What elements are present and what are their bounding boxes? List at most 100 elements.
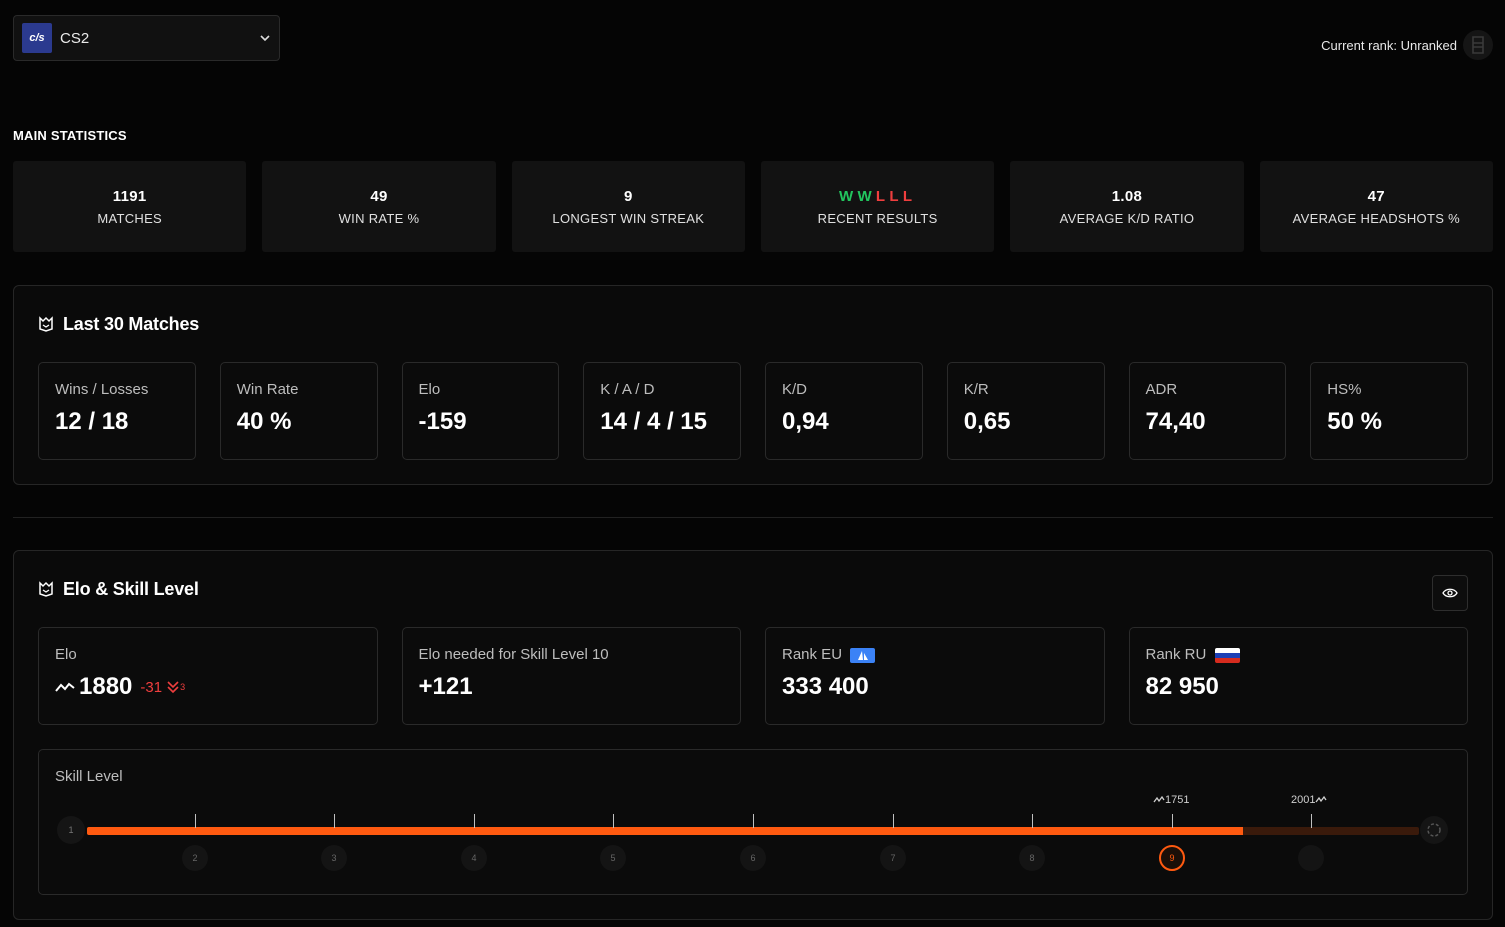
stat-value: 47 — [1367, 187, 1385, 205]
stat-value: 9 — [623, 187, 633, 205]
stat-value: 40 % — [236, 408, 292, 435]
stat-label: K / A / D — [600, 381, 655, 398]
stat-card-longest-streak: 9 LONGEST WIN STREAK — [511, 161, 745, 252]
stat-label: Elo — [55, 646, 77, 663]
level-tick — [613, 814, 614, 828]
stat-card-wins-losses: Wins / Losses 12 / 18 — [38, 362, 196, 460]
main-statistics-title: MAIN STATISTICS — [13, 128, 127, 143]
stat-card-rank-ru: Rank RU 82 950 — [1128, 627, 1468, 725]
panel-title: Last 30 Matches — [38, 314, 199, 335]
stat-card-elo-needed: Elo needed for Skill Level 10 +121 — [401, 627, 741, 725]
elo-skill-panel: Elo & Skill Level Elo 1880 -31 3 — [13, 550, 1493, 920]
eye-icon — [1442, 588, 1458, 598]
stat-value: 0,94 — [782, 408, 829, 435]
level-3-icon: 3 — [321, 845, 347, 871]
main-statistics-row: 1191 MATCHES 49 WIN RATE % 9 LONGEST WIN… — [13, 161, 1493, 252]
stat-label: Win Rate — [236, 381, 299, 398]
skill-progress-fill — [87, 827, 1243, 835]
stat-label: K/R — [963, 381, 989, 398]
elo-delta-value: -31 — [140, 678, 163, 696]
stat-label: Rank EU — [782, 646, 843, 663]
section-divider — [13, 517, 1493, 518]
panel-title: Elo & Skill Level — [38, 579, 199, 600]
threshold-value: 2001 — [1291, 794, 1316, 806]
last-30-stats-row: Wins / Losses 12 / 18 Win Rate 40 % Elo … — [38, 362, 1468, 460]
stat-card-adr: ADR 74,40 — [1128, 362, 1287, 460]
level-tick — [195, 814, 196, 828]
stat-label: Wins / Losses — [55, 381, 149, 398]
stat-label: K/D — [782, 381, 808, 398]
level-tick — [753, 814, 754, 828]
stat-card-hs: HS% 50 % — [1310, 362, 1468, 460]
stat-value: -159 — [418, 408, 467, 435]
stat-value: 0,65 — [963, 408, 1011, 435]
stat-value: 14 / 4 / 15 — [600, 408, 707, 435]
stat-label: Rank RU — [1145, 646, 1207, 663]
chevron-down-icon — [260, 35, 270, 42]
stat-card-win-rate: Win Rate 40 % — [219, 362, 378, 460]
level-9-threshold: 1751 — [1153, 794, 1189, 806]
cs2-logo-icon: c/s — [22, 23, 52, 53]
result-badge: W — [857, 187, 872, 205]
skill-level-card: Skill Level 1 2 3 4 5 6 7 8 9 1751 — [38, 749, 1468, 895]
stat-card-matches: 1191 MATCHES — [13, 161, 247, 252]
visibility-toggle-button[interactable] — [1432, 575, 1468, 611]
trend-icon — [1315, 796, 1328, 803]
stat-value: 333 400 — [782, 673, 869, 700]
elo-skill-title: Elo & Skill Level — [63, 579, 199, 599]
stat-card-rank-eu: Rank EU 333 400 — [765, 627, 1105, 725]
skill-level-label: Skill Level — [55, 768, 123, 785]
stat-card-elo: Elo -159 — [401, 362, 560, 460]
stat-label: ADR — [1145, 381, 1178, 398]
elo-value: 1880 -31 3 — [55, 673, 361, 701]
result-badge: L — [902, 187, 913, 205]
stat-value: 1.08 — [1111, 187, 1143, 205]
trend-icon — [55, 682, 75, 692]
stat-value: 1191 — [112, 187, 147, 205]
current-rank: Current rank: Unranked — [1321, 30, 1493, 60]
stat-value: 50 % — [1327, 408, 1382, 435]
elo-number: 1880 — [79, 673, 133, 700]
result-badge: L — [875, 187, 886, 205]
level-10-threshold: 2001 — [1291, 794, 1328, 806]
level-2-icon: 2 — [182, 845, 208, 871]
stat-value: +121 — [418, 673, 473, 700]
level-4-icon: 4 — [461, 845, 487, 871]
game-name: CS2 — [60, 29, 90, 47]
stat-label: LONGEST WIN STREAK — [552, 210, 705, 226]
stat-label-row: Rank EU — [782, 646, 1088, 663]
russia-flag-icon — [1214, 647, 1240, 663]
game-selector[interactable]: c/s CS2 — [13, 15, 280, 61]
eu-region-icon — [850, 647, 876, 663]
stat-card-current-elo: Elo 1880 -31 3 — [38, 627, 378, 725]
stat-value: 49 — [370, 187, 388, 205]
stat-label-row: Rank RU — [1146, 646, 1452, 663]
stat-label: WIN RATE % — [338, 210, 420, 226]
last-30-title: Last 30 Matches — [63, 314, 200, 334]
level-tick — [474, 814, 475, 828]
elo-delta-sub: 3 — [180, 682, 186, 692]
stat-label: MATCHES — [97, 210, 163, 226]
threshold-value: 1751 — [1165, 794, 1190, 806]
level-tick — [1172, 814, 1173, 828]
stat-card-kad: K / A / D 14 / 4 / 15 — [583, 362, 741, 460]
stat-card-kr: K/R 0,65 — [946, 362, 1105, 460]
level-10-icon — [1298, 845, 1324, 871]
stat-label: AVERAGE K/D RATIO — [1059, 210, 1195, 226]
stat-card-win-rate: 49 WIN RATE % — [262, 161, 496, 252]
elo-delta: -31 3 — [140, 679, 185, 696]
level-5-icon: 5 — [600, 845, 626, 871]
stat-card-kd: K/D 0,94 — [765, 362, 923, 460]
level-1-icon: 1 — [57, 816, 85, 844]
stat-value: 12 / 18 — [55, 408, 129, 435]
stat-label: Elo needed for Skill Level 10 — [418, 646, 609, 663]
stat-label: RECENT RESULTS — [817, 210, 938, 226]
level-max-icon — [1420, 816, 1448, 844]
stat-label: Elo — [418, 381, 441, 398]
level-tick — [1032, 814, 1033, 828]
rank-badge-icon — [1463, 30, 1493, 60]
elo-stats-row: Elo 1880 -31 3 Elo needed for Skill Leve… — [38, 627, 1468, 725]
level-6-icon: 6 — [740, 845, 766, 871]
